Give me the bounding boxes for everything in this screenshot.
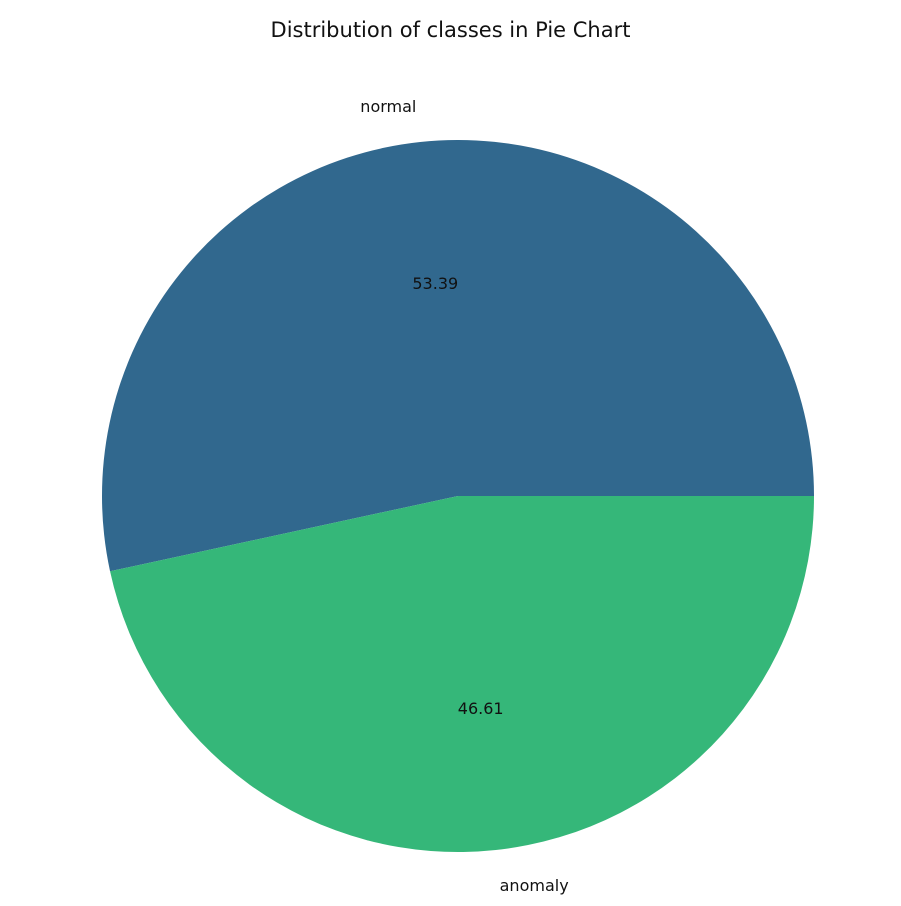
pie-slice-anomaly [110, 496, 815, 853]
slice-value-normal: 53.39 [412, 274, 458, 293]
slice-value-anomaly: 46.61 [458, 699, 504, 718]
slice-label-normal: normal [360, 97, 416, 116]
chart-title: Distribution of classes in Pie Chart [270, 18, 631, 42]
slice-label-anomaly: anomaly [500, 876, 569, 895]
pie-slice-normal [101, 140, 814, 572]
